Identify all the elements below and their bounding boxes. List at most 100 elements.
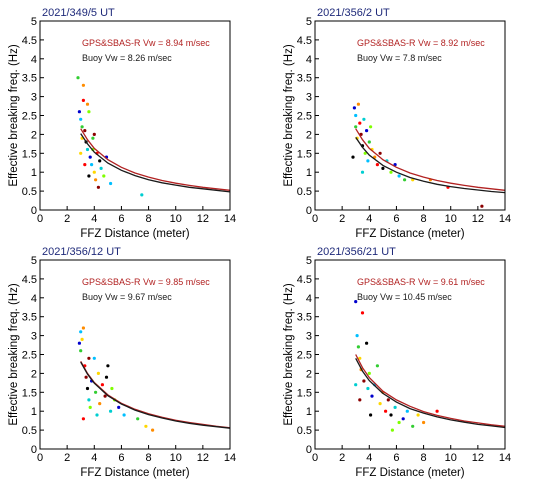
legend-entry-2: Buoy Vw = 9.67 m/sec [82,292,172,302]
y-tick-label: 0 [31,205,37,217]
x-axis-label: FFZ Distance (meter) [80,467,189,479]
scatter-point [122,413,126,417]
x-tick-label: 8 [146,452,152,464]
y-tick-label: 4 [31,293,37,305]
scatter-point [354,383,358,387]
y-tick-label: 0.5 [297,425,312,437]
plot-frame [39,259,231,450]
scatter-point [88,405,92,409]
x-tick-label: 8 [421,452,427,464]
scatter-point [405,409,409,413]
legend-entry-1: GPS&SBAS-R Vw = 9.85 m/sec [82,277,210,287]
x-tick-label: 4 [91,213,97,225]
scatter-point [83,129,87,133]
x-tick-label: 6 [118,452,124,464]
scatter-point [94,178,98,182]
series-line-1 [80,128,231,191]
scatter-point [81,417,85,421]
y-tick-label: 0 [306,444,312,456]
scatter-point [95,413,99,417]
scatter-point [351,155,355,159]
scatter-point [104,375,109,379]
x-tick-label: 14 [499,452,511,464]
scatter-point [83,163,87,167]
x-tick-label: 4 [366,213,372,225]
scatter-point [358,121,362,125]
panel-title: 2021/349/5 UT [42,7,115,19]
y-tick-label: 1 [306,167,312,179]
scatter-point [92,132,96,136]
panel-title: 2021/356/2 UT [317,7,390,19]
scatter-point [416,413,420,417]
scatter-point [79,151,83,155]
panel-3: 2021/356/12 UT 0 2 4 6 8 10 12 14 0 0.5 1 1.5 2 2.5 3 3.… [8,246,236,479]
y-tick-label: 5 [31,255,37,267]
x-tick-label: 6 [393,452,399,464]
scatter-point [77,341,81,345]
plot-frame [314,20,506,211]
plot-frame [314,259,506,450]
y-tick-label: 4.5 [297,35,312,47]
x-tick-label: 2 [339,452,345,464]
y-tick-label: 4.5 [22,35,37,47]
y-axis-label: Effective breaking freq. (Hz) [8,44,20,186]
scatter-point [140,193,144,197]
scatter-point [87,174,91,178]
scatter-point [106,364,110,368]
y-tick-label: 2 [31,129,37,141]
y-tick-label: 1.5 [297,148,312,160]
x-tick-label: 6 [118,213,124,225]
x-tick-label: 2 [64,213,70,225]
x-tick-label: 0 [37,452,43,464]
y-tick-label: 2 [306,368,312,380]
y-tick-label: 5 [31,16,37,28]
y-tick-label: 1.5 [297,387,312,399]
y-tick-label: 3 [306,92,312,104]
scatter-point [367,371,371,375]
y-tick-label: 3 [31,331,37,343]
x-tick-label: 0 [312,452,318,464]
scatter-point [480,204,484,208]
y-tick-label: 1 [306,406,312,418]
y-tick-label: 3 [31,92,37,104]
scatter-point [109,409,113,413]
scatter-point [144,424,148,428]
scatter-point [92,170,96,174]
scatter-point [369,125,373,129]
y-tick-label: 2.5 [297,350,312,362]
scatter-point [360,170,365,174]
panel-2: 2021/356/2 UT 0 2 4 6 8 10 12 14 0 0.5 1 1.5 2 2.5 3 3.5… [283,7,511,240]
scatter-point [390,428,394,432]
series-line-2 [355,357,506,429]
y-axis-label: Effective breaking freq. (Hz) [283,283,295,425]
scatter-point [378,151,382,155]
scatter-point [79,330,83,334]
scatter-point [85,386,90,391]
scatter-point [435,409,439,413]
scatter-point [363,151,367,155]
scatter-point [92,356,96,360]
x-tick-label: 14 [224,452,236,464]
legend-entry-2: Buoy Vw = 10.45 m/sec [357,292,452,302]
scatter-point [375,163,379,167]
scatter-point [96,371,100,375]
y-tick-label: 4.5 [297,274,312,286]
scatter-point [389,170,393,174]
y-tick-label: 1 [31,167,37,179]
x-axis-label: FFZ Distance (meter) [355,228,464,240]
y-tick-label: 3.5 [297,73,312,85]
y-tick-label: 2 [31,368,37,380]
y-tick-label: 0.5 [297,186,312,198]
scatter-point [80,337,84,341]
scatter-point [360,311,365,315]
scatter-point [362,117,366,121]
series-line-2 [80,361,231,429]
scatter-point [103,394,107,398]
scatter-point [356,102,360,106]
scatter-point [403,178,407,182]
scatter-point [136,417,140,421]
y-tick-label: 3.5 [22,312,37,324]
x-tick-label: 4 [91,452,97,464]
scatter-point [370,394,374,398]
y-tick-label: 1.5 [22,387,37,399]
